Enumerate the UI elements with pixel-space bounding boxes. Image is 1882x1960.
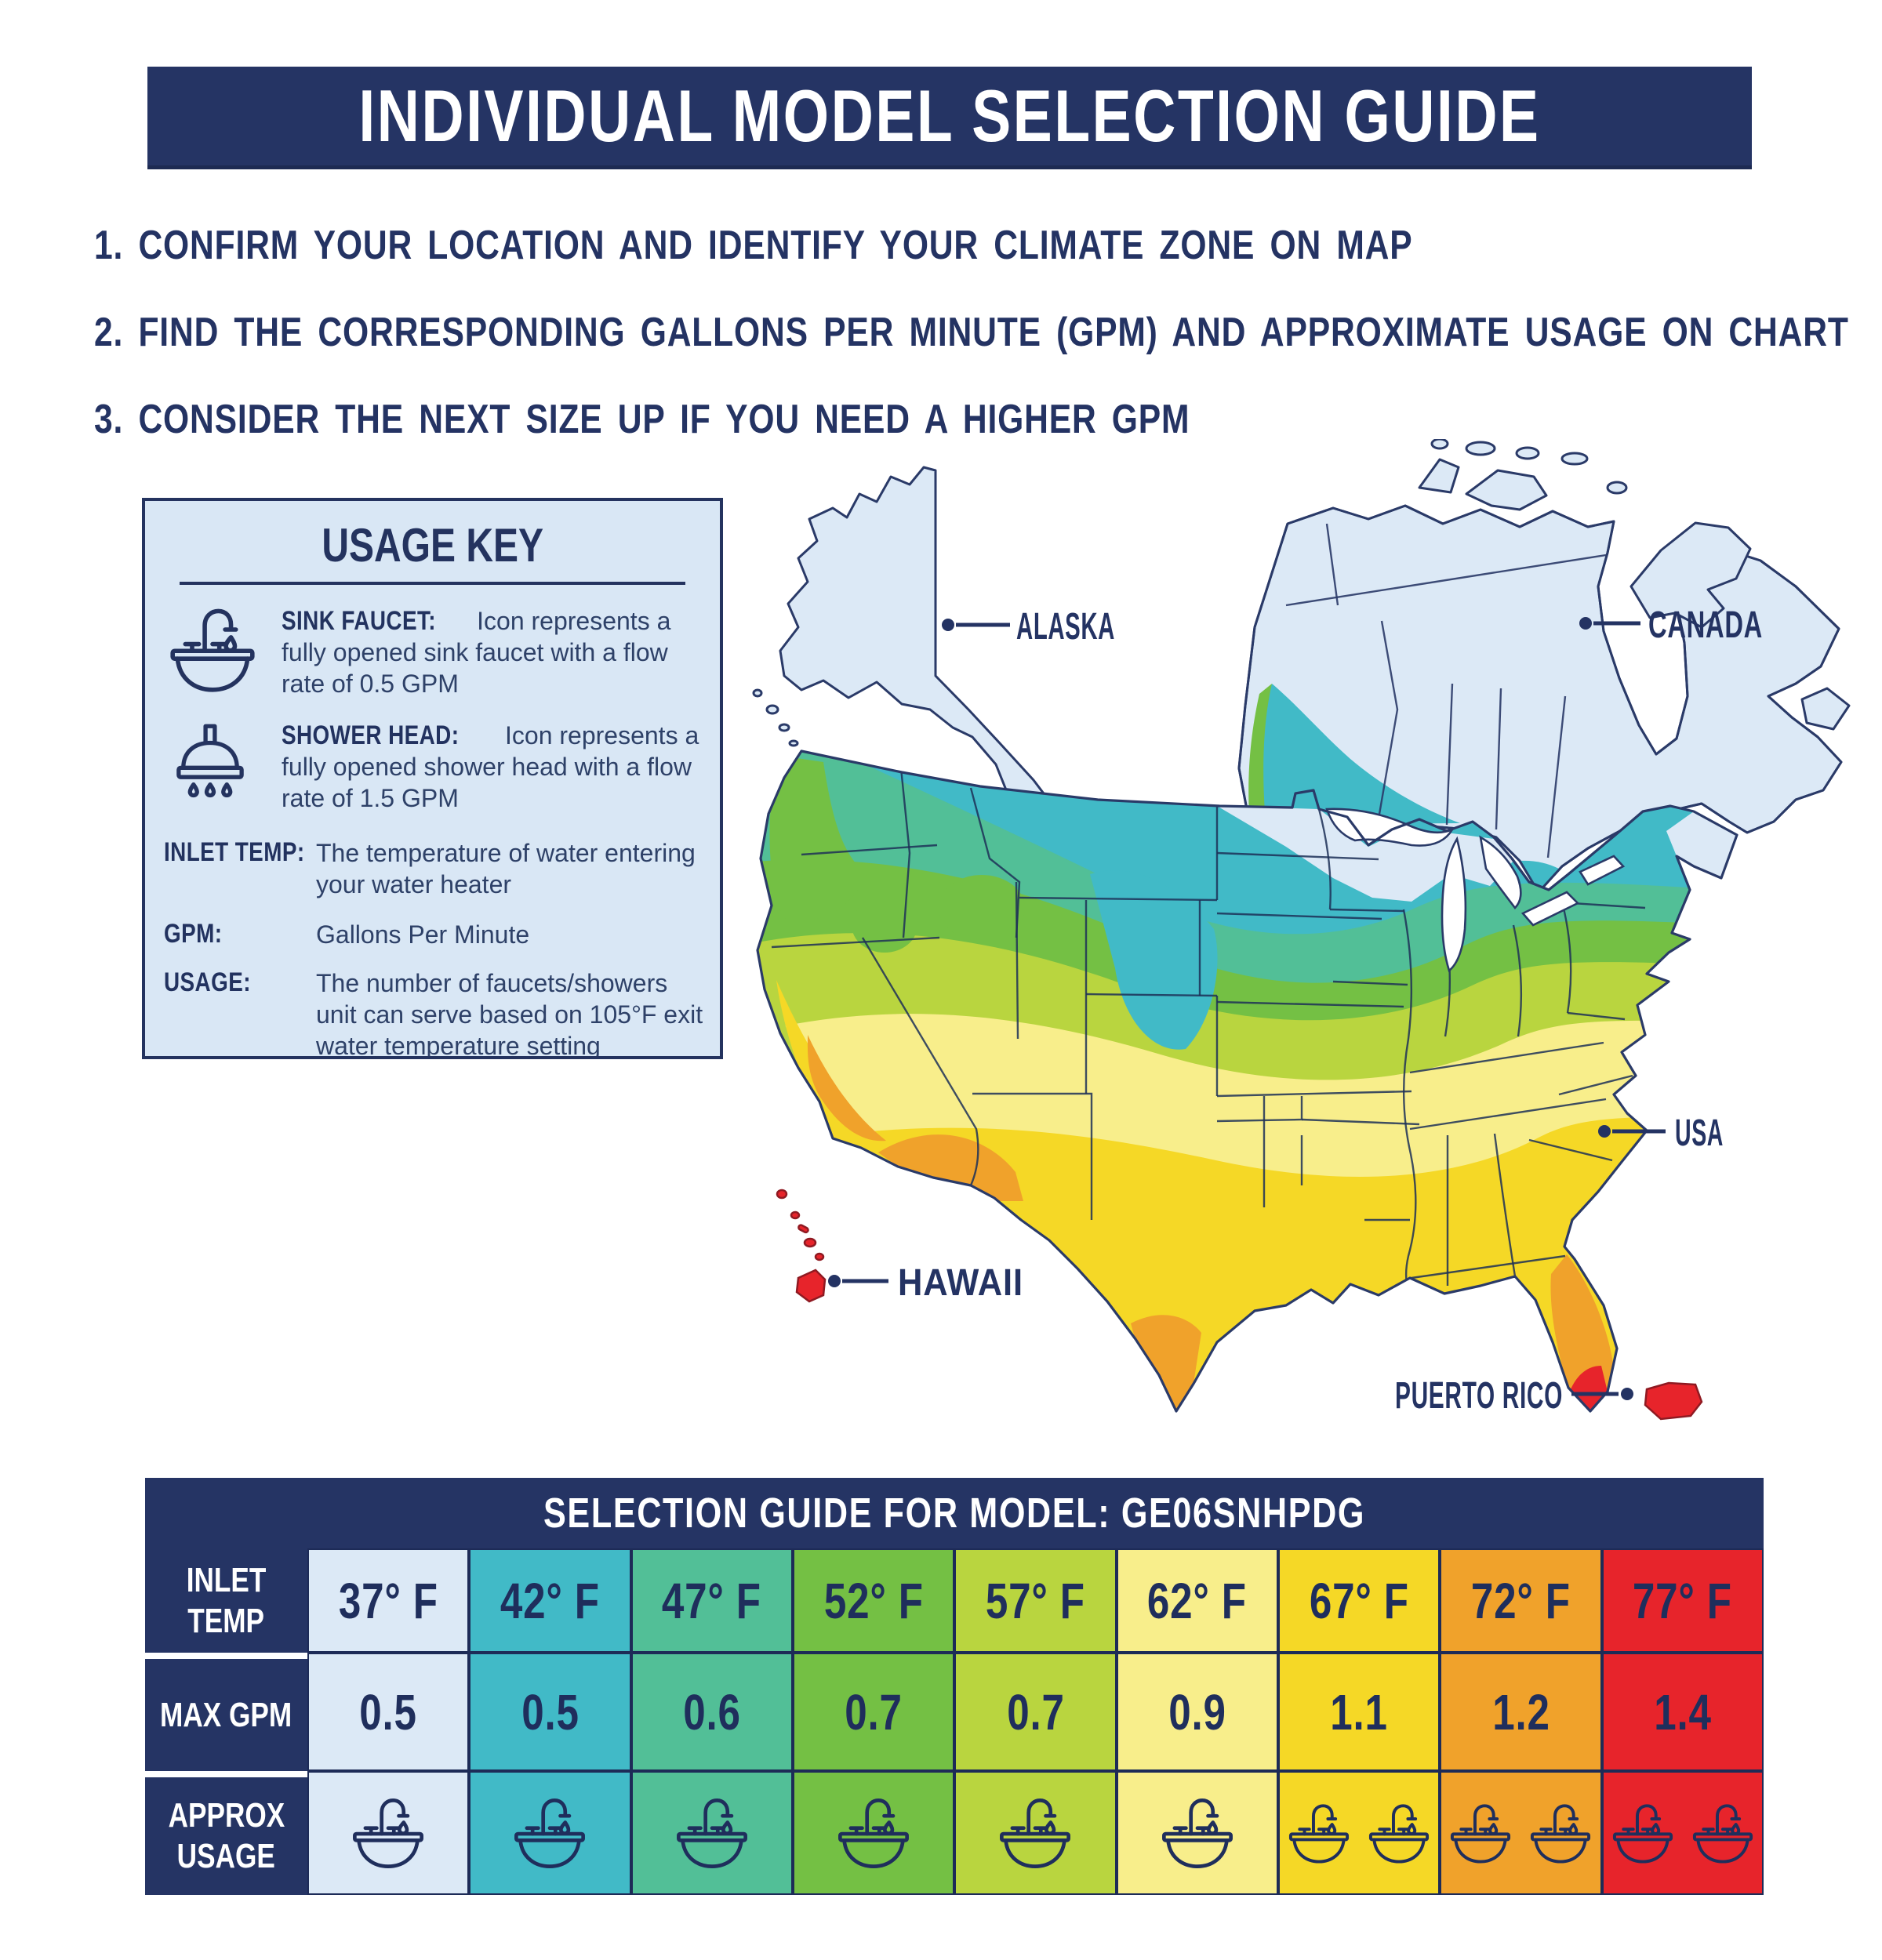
alaska-dot bbox=[942, 619, 954, 631]
header-bar: INDIVIDUAL MODEL SELECTION GUIDE bbox=[147, 67, 1752, 169]
approx-usage-cell bbox=[1277, 1771, 1441, 1895]
approx-usage-cell bbox=[1440, 1771, 1602, 1895]
canada-label: CANADA bbox=[1648, 604, 1763, 646]
usage-key-item-shower: SHOWER HEAD: Icon represents a fully ope… bbox=[164, 720, 704, 814]
inlet-temp-cell: 72° F bbox=[1440, 1548, 1602, 1653]
usage-key-term: SINK FAUCET: bbox=[282, 606, 436, 636]
inlet-temp-cell: 77° F bbox=[1601, 1548, 1764, 1653]
hawaii-dot bbox=[828, 1275, 841, 1287]
max-gpm-cell: 1.2 bbox=[1440, 1653, 1602, 1771]
puerto-rico-label: PUERTO RICO bbox=[1395, 1375, 1563, 1417]
approx-usage-cell bbox=[469, 1771, 631, 1895]
sink-faucet-icon bbox=[1446, 1802, 1515, 1865]
max-gpm-cell: 0.7 bbox=[954, 1653, 1117, 1771]
alaska-landmass bbox=[752, 466, 1077, 852]
usage-key-term: INLET TEMP: bbox=[164, 837, 305, 867]
row-label-approx-usage: APPROX USAGE bbox=[145, 1771, 307, 1895]
max-gpm-cell: 0.6 bbox=[630, 1653, 793, 1771]
max-gpm-cell: 0.7 bbox=[792, 1653, 955, 1771]
usa-label: USA bbox=[1675, 1112, 1724, 1154]
usage-key-definition: Icon represents a fully opened sink fauc… bbox=[282, 607, 671, 698]
usage-key-divider bbox=[180, 582, 685, 585]
usage-key-definition: The number of faucets/showers unit can s… bbox=[316, 969, 703, 1059]
step-number: 3. bbox=[94, 397, 124, 442]
sink-faucet-icon bbox=[1608, 1802, 1677, 1865]
usage-key-term: SHOWER HEAD: bbox=[282, 720, 460, 750]
approx-usage-cell bbox=[954, 1771, 1117, 1895]
step-text: FIND THE CORRESPONDING GALLONS PER MINUT… bbox=[138, 310, 1849, 355]
selection-guide-table: SELECTION GUIDE FOR MODEL: GE06SNHPDG IN… bbox=[145, 1478, 1764, 1895]
sink-faucet-icon bbox=[1688, 1802, 1757, 1865]
usage-key-item-gpm: GPM: Gallons Per Minute bbox=[164, 919, 704, 950]
usage-key-item-inlet-temp: INLET TEMP: The temperature of water ent… bbox=[164, 837, 704, 900]
alaska-label: ALASKA bbox=[1016, 606, 1115, 648]
approx-usage-cell bbox=[630, 1771, 793, 1895]
usage-key-text: SINK FAUCET: Icon represents a fully ope… bbox=[282, 605, 704, 699]
approx-usage-cell bbox=[1601, 1771, 1764, 1895]
inlet-temp-cell: 42° F bbox=[469, 1548, 631, 1653]
usage-key-item-sink: SINK FAUCET: Icon represents a fully ope… bbox=[164, 605, 704, 699]
map-callouts: ALASKA CANADA USA HAWAII PUERTO RICO bbox=[828, 604, 1763, 1417]
usage-key-definition: The temperature of water entering your w… bbox=[316, 839, 696, 898]
sink-faucet-icon bbox=[1157, 1795, 1238, 1871]
inlet-temp-cell: 37° F bbox=[307, 1548, 470, 1653]
row-label-max-gpm: MAX GPM bbox=[145, 1653, 307, 1771]
step-number: 1. bbox=[94, 223, 124, 268]
usage-key-panel: USAGE KEY SINK FAUCET: Icon represents a… bbox=[142, 498, 723, 1059]
max-gpm-cell: 1.1 bbox=[1277, 1653, 1441, 1771]
max-gpm-cell: 0.5 bbox=[469, 1653, 631, 1771]
usage-key-definition: Gallons Per Minute bbox=[316, 920, 530, 949]
max-gpm-cell: 0.9 bbox=[1116, 1653, 1278, 1771]
step-text: CONFIRM YOUR LOCATION AND IDENTIFY YOUR … bbox=[138, 223, 1413, 268]
usa-dot bbox=[1598, 1125, 1611, 1138]
canada-landmass bbox=[1237, 439, 1851, 894]
hawaii-label: HAWAII bbox=[898, 1262, 1023, 1304]
usage-key-definition: Icon represents a fully opened shower he… bbox=[282, 721, 699, 812]
step-text: CONSIDER THE NEXT SIZE UP IF YOU NEED A … bbox=[138, 397, 1190, 442]
sink-faucet-icon bbox=[833, 1795, 914, 1871]
max-gpm-cell: 1.4 bbox=[1601, 1653, 1764, 1771]
usage-key-term: GPM: bbox=[164, 919, 223, 949]
puerto-rico-island bbox=[1644, 1381, 1703, 1421]
inlet-temp-cell: 47° F bbox=[630, 1548, 793, 1653]
sink-faucet-icon bbox=[994, 1795, 1076, 1871]
shower-head-icon bbox=[164, 720, 256, 812]
table-title: SELECTION GUIDE FOR MODEL: GE06SNHPDG bbox=[145, 1478, 1764, 1548]
sink-faucet-icon bbox=[671, 1795, 753, 1871]
hawaii-islands bbox=[776, 1189, 827, 1303]
inlet-temp-cell: 52° F bbox=[792, 1548, 955, 1653]
sink-faucet-icon bbox=[347, 1795, 429, 1871]
step-number: 2. bbox=[94, 310, 124, 355]
approx-usage-cell bbox=[307, 1771, 470, 1895]
step-item-3: 3. CONSIDER THE NEXT SIZE UP IF YOU NEED… bbox=[94, 396, 1430, 443]
usage-key-term: USAGE: bbox=[164, 967, 251, 997]
puerto-rico-dot bbox=[1621, 1388, 1633, 1400]
max-gpm-cell: 0.5 bbox=[307, 1653, 470, 1771]
sink-faucet-icon bbox=[1526, 1802, 1595, 1865]
usage-key-text: SHOWER HEAD: Icon represents a fully ope… bbox=[282, 720, 704, 814]
climate-zone-map: ALASKA CANADA USA HAWAII PUERTO RICO bbox=[752, 439, 1851, 1421]
sink-faucet-icon bbox=[1364, 1802, 1433, 1865]
sink-faucet-icon bbox=[1284, 1802, 1353, 1865]
great-lakes bbox=[1325, 808, 1626, 973]
row-label-inlet-temp: INLET TEMP bbox=[145, 1548, 307, 1653]
canada-dot bbox=[1579, 617, 1592, 630]
sink-faucet-icon bbox=[164, 605, 261, 695]
usage-key-title: USAGE KEY bbox=[322, 519, 543, 572]
step-item-1: 1. CONFIRM YOUR LOCATION AND IDENTIFY YO… bbox=[94, 222, 1702, 269]
inlet-temp-cell: 67° F bbox=[1277, 1548, 1441, 1653]
usage-key-item-usage: USAGE: The number of faucets/showers uni… bbox=[164, 967, 704, 1059]
approx-usage-cell bbox=[792, 1771, 955, 1895]
page-title: INDIVIDUAL MODEL SELECTION GUIDE bbox=[358, 74, 1541, 157]
inlet-temp-cell: 62° F bbox=[1116, 1548, 1278, 1653]
inlet-temp-cell: 57° F bbox=[954, 1548, 1117, 1653]
approx-usage-cell bbox=[1116, 1771, 1278, 1895]
sink-faucet-icon bbox=[509, 1795, 590, 1871]
step-item-2: 2. FIND THE CORRESPONDING GALLONS PER MI… bbox=[94, 309, 1882, 356]
